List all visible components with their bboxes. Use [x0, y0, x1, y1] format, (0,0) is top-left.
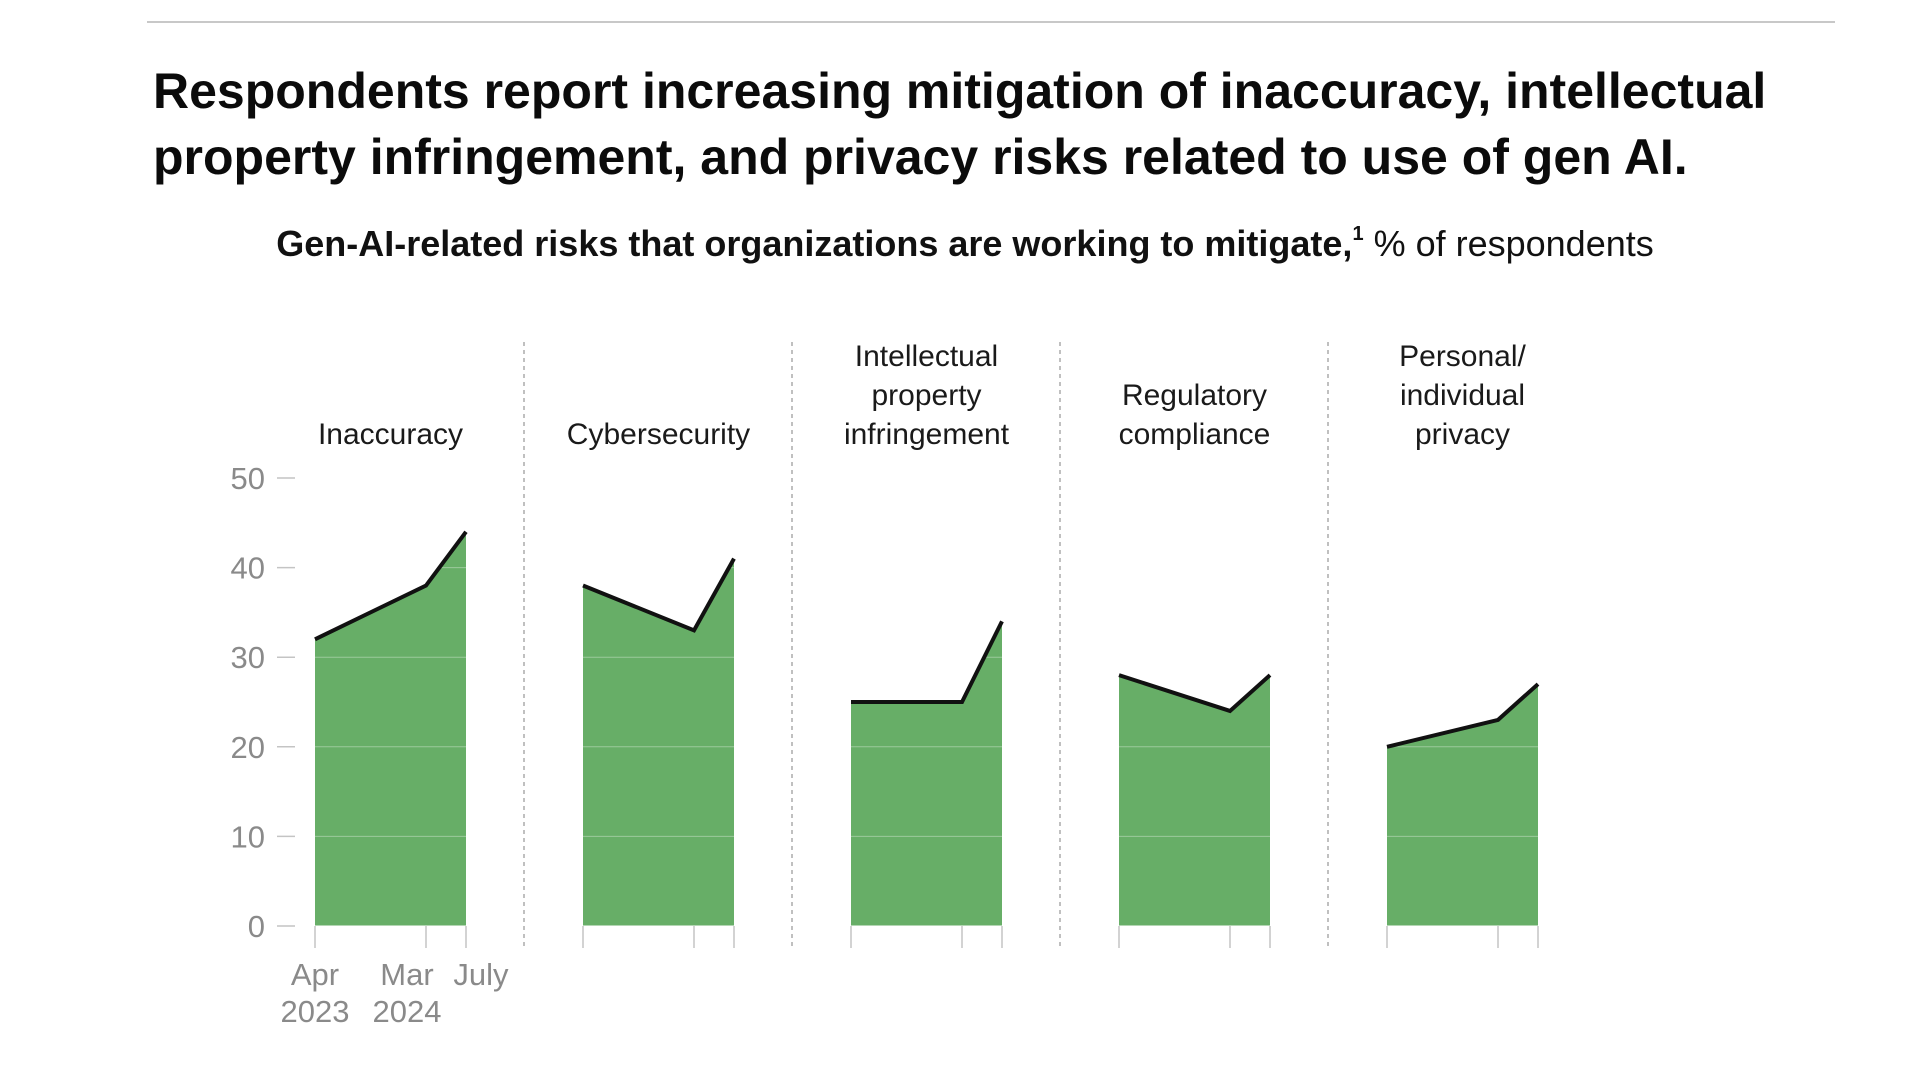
panel-title-intellectual-property-infringement-line-1: Intellectual — [855, 340, 998, 373]
area-fill-inaccuracy — [315, 531, 466, 926]
data-point-cybersecurity-2 — [732, 557, 736, 561]
x-tick-label-2-line1: July — [453, 957, 509, 992]
series-line-inaccuracy — [314, 530, 468, 642]
series-line-intellectual-property-infringement — [851, 620, 1004, 704]
x-tick-label-1-line1: Mar — [380, 957, 433, 992]
chart-subtitle: Gen-AI-related risks that organizations … — [0, 222, 1920, 266]
x-tick-label-1-line2: 2024 — [373, 994, 442, 1029]
data-point-regulatory-compliance-1 — [1228, 709, 1232, 713]
series-line-cybersecurity — [582, 557, 736, 633]
panel-title-regulatory-compliance-line-1: Regulatory — [1122, 379, 1267, 412]
y-tick-label-0: 0 — [248, 909, 265, 944]
x-tick-label-0-line2: 2023 — [281, 994, 350, 1029]
top-divider-line — [147, 21, 1835, 23]
chart-headline: Respondents report increasing mitigation… — [153, 63, 1767, 185]
data-point-regulatory-compliance-0 — [1117, 673, 1121, 677]
data-point-cybersecurity-0 — [581, 584, 585, 588]
subtitle-bold-text: Gen-AI-related risks that organizations … — [276, 223, 1353, 264]
data-point-personal-individual-privacy-0 — [1385, 745, 1389, 749]
panel-title-regulatory-compliance-line-2: compliance — [1119, 418, 1271, 451]
panel-title-personal-individual-privacy-line-1: Personal/ — [1399, 340, 1526, 373]
data-point-inaccuracy-2 — [464, 530, 468, 534]
series-line-personal-individual-privacy — [1386, 682, 1540, 749]
area-fill-cybersecurity — [583, 558, 734, 926]
subtitle-footnote-marker: 1 — [1352, 223, 1364, 245]
data-point-regulatory-compliance-2 — [1268, 673, 1272, 677]
data-point-cybersecurity-1 — [692, 628, 696, 632]
data-point-intellectual-property-infringement-0 — [849, 700, 853, 704]
panel-title-cybersecurity-line-1: Cybersecurity — [567, 418, 750, 451]
y-tick-label-40: 40 — [231, 551, 265, 586]
panel-title-personal-individual-privacy-line-3: privacy — [1415, 418, 1510, 451]
data-point-personal-individual-privacy-1 — [1496, 718, 1500, 722]
data-point-inaccuracy-1 — [424, 584, 428, 588]
data-point-intellectual-property-infringement-1 — [960, 700, 964, 704]
panel-title-intellectual-property-infringement-line-3: infringement — [844, 418, 1010, 451]
data-point-intellectual-property-infringement-2 — [1000, 619, 1004, 623]
data-point-personal-individual-privacy-2 — [1536, 682, 1540, 686]
panel-title-inaccuracy-line-1: Inaccuracy — [318, 418, 463, 451]
y-tick-label-20: 20 — [231, 730, 265, 765]
area-fill-regulatory-compliance — [1119, 675, 1270, 926]
series-line-regulatory-compliance — [1118, 673, 1272, 714]
panel-title-intellectual-property-infringement-line-2: property — [871, 379, 981, 412]
area-fill-personal-individual-privacy — [1387, 684, 1538, 926]
panel-title-personal-individual-privacy-line-2: individual — [1400, 379, 1525, 412]
subtitle-unit-text: % of respondents — [1363, 223, 1654, 264]
y-tick-label-10: 10 — [231, 819, 265, 854]
y-tick-label-30: 30 — [231, 640, 265, 675]
data-point-inaccuracy-0 — [313, 637, 317, 641]
x-tick-label-0-line1: Apr — [291, 957, 339, 992]
y-tick-label-50: 50 — [231, 461, 265, 496]
